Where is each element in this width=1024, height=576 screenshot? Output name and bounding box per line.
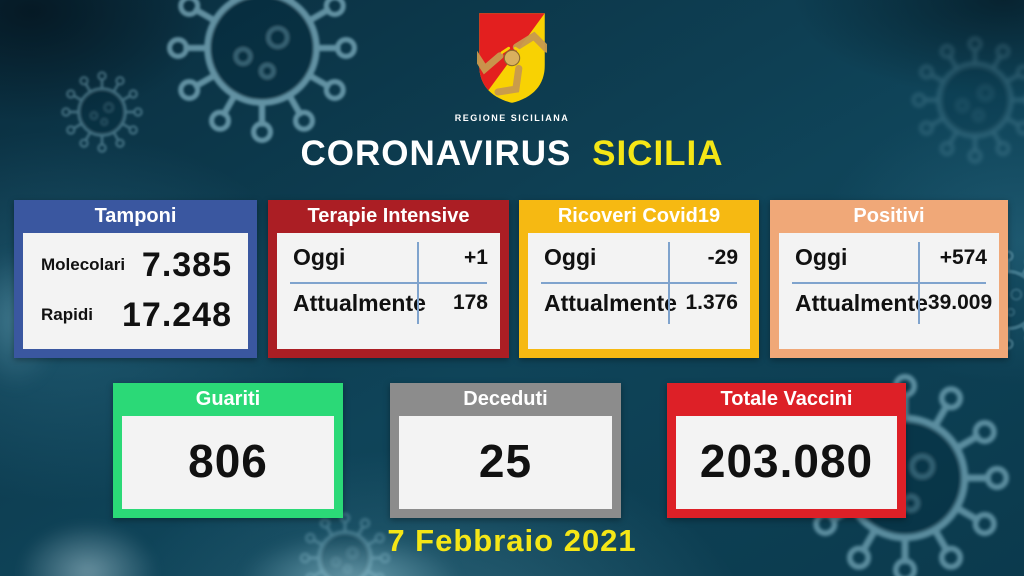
sicilian-flag-shield-icon <box>471 13 551 103</box>
regione-siciliana-logo: REGIONE SICILIANA <box>0 12 1024 123</box>
stat-row: Oggi +574 <box>779 233 999 282</box>
divider-vertical <box>917 242 920 324</box>
stat-value: 25 <box>478 434 533 487</box>
card-body: Molecolari 7.385 Rapidi 17.248 <box>23 233 248 349</box>
title-sicilia: SICILIA <box>592 134 724 173</box>
card-title: Totale Vaccini <box>720 388 853 410</box>
card-body: Oggi +574 Attualmente 39.009 <box>779 233 999 349</box>
stat-row: Attualmente 1.376 <box>528 282 750 324</box>
stat-row: Attualmente 39.009 <box>779 282 999 324</box>
stat-label: Attualmente <box>795 289 928 316</box>
stat-value: 178 <box>452 291 488 314</box>
stat-value: +1 <box>464 245 488 269</box>
card-terapie-intensive: Terapie Intensive Oggi +1 Attualmente 17… <box>268 200 509 358</box>
stat-row: Oggi -29 <box>528 233 750 282</box>
card-body: 203.080 <box>676 416 897 509</box>
card-title: Tamponi <box>94 205 177 227</box>
divider-horizontal <box>541 282 737 284</box>
card-deceduti: Deceduti 25 <box>390 383 621 518</box>
stat-value: +574 <box>939 245 987 269</box>
divider-horizontal <box>290 282 487 284</box>
stat-row: Oggi +1 <box>277 233 500 282</box>
card-ricoveri-covid19: Ricoveri Covid19 Oggi -29 Attualmente 1.… <box>519 200 759 358</box>
stat-value: 806 <box>188 434 268 487</box>
stat-value: 7.385 <box>141 245 232 284</box>
stat-label: Oggi <box>293 244 346 270</box>
card-title: Terapie Intensive <box>307 205 470 227</box>
stat-value: 1.376 <box>685 291 738 314</box>
stat-label: Oggi <box>544 244 597 270</box>
card-title: Positivi <box>853 205 925 227</box>
card-body: 806 <box>122 416 334 509</box>
stat-label: Rapidi <box>41 305 93 324</box>
page-title: CORONAVIRUS SICILIA <box>0 134 1024 174</box>
card-body: 25 <box>399 416 612 509</box>
card-totale-vaccini: Totale Vaccini 203.080 <box>667 383 906 518</box>
logo-caption: REGIONE SICILIANA <box>454 113 570 123</box>
divider-vertical <box>667 242 670 324</box>
stat-value: -29 <box>707 245 738 269</box>
stat-label: Attualmente <box>293 289 426 316</box>
divider-horizontal <box>792 282 986 284</box>
stat-row: Rapidi 17.248 <box>23 291 248 339</box>
stat-row: Molecolari 7.385 <box>23 239 248 291</box>
card-positivi: Positivi Oggi +574 Attualmente 39.009 <box>770 200 1008 358</box>
report-date: 7 Febbraio 2021 <box>387 523 637 558</box>
card-guariti: Guariti 806 <box>113 383 343 518</box>
title-coronavirus: CORONAVIRUS <box>300 134 572 173</box>
card-body: Oggi -29 Attualmente 1.376 <box>528 233 750 349</box>
stat-label: Attualmente <box>544 289 677 316</box>
stat-value: 17.248 <box>122 295 232 334</box>
card-title: Ricoveri Covid19 <box>557 205 721 227</box>
stat-row: Attualmente 178 <box>277 282 500 324</box>
stat-label: Oggi <box>795 244 848 270</box>
card-title: Deceduti <box>463 388 548 410</box>
trinacria-icon <box>471 31 551 96</box>
stat-value: 39.009 <box>927 291 993 314</box>
card-body: Oggi +1 Attualmente 178 <box>277 233 500 349</box>
stat-label: Molecolari <box>41 255 126 274</box>
card-title: Guariti <box>195 388 261 410</box>
divider-vertical <box>417 242 420 324</box>
card-tamponi: Tamponi Molecolari 7.385 Rapidi 17.248 <box>14 200 257 358</box>
stat-value: 203.080 <box>699 434 874 487</box>
